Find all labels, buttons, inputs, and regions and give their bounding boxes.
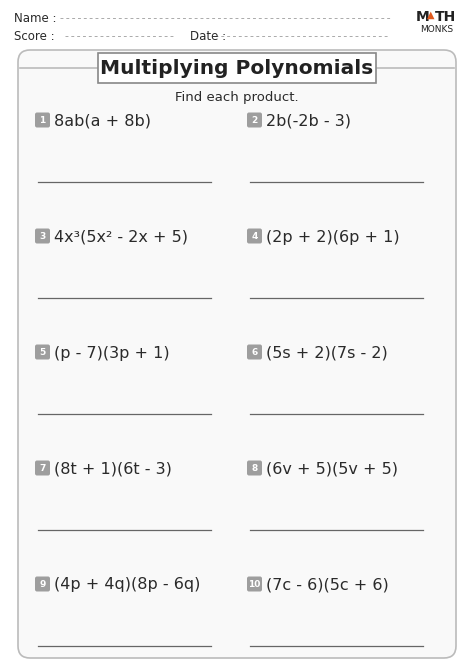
Text: 4: 4 xyxy=(251,232,258,241)
Text: Name :: Name : xyxy=(14,11,56,25)
Text: (2p + 2)(6p + 1): (2p + 2)(6p + 1) xyxy=(266,230,400,245)
Text: Score :: Score : xyxy=(14,29,55,42)
FancyBboxPatch shape xyxy=(18,50,456,658)
Text: (7c - 6)(5c + 6): (7c - 6)(5c + 6) xyxy=(266,578,389,592)
Text: 9: 9 xyxy=(39,580,46,589)
Text: (4p + 4q)(8p - 6q): (4p + 4q)(8p - 6q) xyxy=(54,578,201,592)
Text: 6: 6 xyxy=(251,348,258,357)
Text: (p - 7)(3p + 1): (p - 7)(3p + 1) xyxy=(54,346,170,360)
Text: Find each product.: Find each product. xyxy=(175,90,299,103)
Text: 4x³(5x² - 2x + 5): 4x³(5x² - 2x + 5) xyxy=(54,230,188,245)
Text: TH: TH xyxy=(435,10,456,24)
Text: M: M xyxy=(416,10,430,24)
FancyBboxPatch shape xyxy=(35,460,50,476)
Text: Multiplying Polynomials: Multiplying Polynomials xyxy=(100,58,374,78)
Text: MONKS: MONKS xyxy=(420,25,453,34)
FancyBboxPatch shape xyxy=(35,344,50,360)
Text: (5s + 2)(7s - 2): (5s + 2)(7s - 2) xyxy=(266,346,388,360)
Text: 2b(-2b - 3): 2b(-2b - 3) xyxy=(266,113,351,129)
Text: 2: 2 xyxy=(251,116,258,125)
Text: (6v + 5)(5v + 5): (6v + 5)(5v + 5) xyxy=(266,462,398,476)
Text: 1: 1 xyxy=(39,116,46,125)
Text: Date :: Date : xyxy=(190,29,226,42)
Text: 8: 8 xyxy=(251,464,258,473)
FancyBboxPatch shape xyxy=(98,53,376,83)
Text: 3: 3 xyxy=(39,232,46,241)
Text: 8ab(a + 8b): 8ab(a + 8b) xyxy=(54,113,151,129)
Text: 10: 10 xyxy=(248,580,261,589)
FancyBboxPatch shape xyxy=(247,576,262,592)
Text: 7: 7 xyxy=(39,464,46,473)
FancyBboxPatch shape xyxy=(35,113,50,127)
FancyBboxPatch shape xyxy=(35,576,50,592)
FancyBboxPatch shape xyxy=(247,113,262,127)
FancyBboxPatch shape xyxy=(247,228,262,243)
Text: 5: 5 xyxy=(39,348,46,357)
Text: (8t + 1)(6t - 3): (8t + 1)(6t - 3) xyxy=(54,462,172,476)
FancyBboxPatch shape xyxy=(247,344,262,360)
FancyBboxPatch shape xyxy=(247,460,262,476)
Text: ▲: ▲ xyxy=(427,10,435,20)
FancyBboxPatch shape xyxy=(35,228,50,243)
